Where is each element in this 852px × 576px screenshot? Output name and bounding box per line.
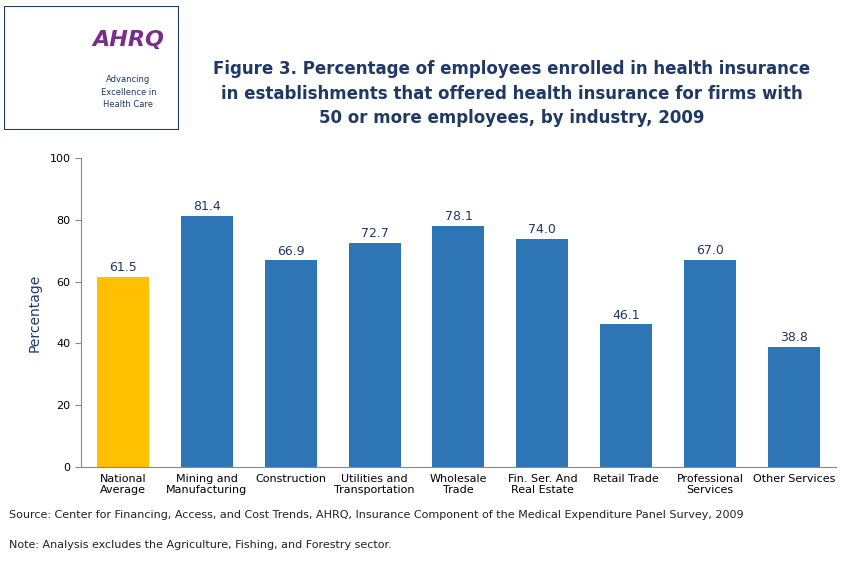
Text: 78.1: 78.1 (444, 210, 472, 223)
Bar (600, 324, 652, 467)
Bar (432, 226, 484, 467)
Bar (515, 238, 567, 467)
Bar (348, 242, 400, 467)
Y-axis label: Percentage: Percentage (27, 274, 41, 351)
Text: 38.8: 38.8 (779, 331, 807, 344)
Text: Source: Center for Financing, Access, and Cost Trends, AHRQ, Insurance Component: Source: Center for Financing, Access, an… (9, 510, 742, 520)
Text: 61.5: 61.5 (109, 262, 136, 274)
Text: Advancing
Excellence in
Health Care: Advancing Excellence in Health Care (101, 75, 156, 109)
Text: 66.9: 66.9 (277, 245, 304, 257)
Bar (181, 216, 233, 467)
Text: 72.7: 72.7 (360, 227, 389, 240)
Text: Note: Analysis excludes the Agriculture, Fishing, and Forestry sector.: Note: Analysis excludes the Agriculture,… (9, 540, 391, 550)
Text: 74.0: 74.0 (527, 223, 556, 236)
Text: 46.1: 46.1 (612, 309, 639, 322)
Text: 67.0: 67.0 (695, 244, 723, 257)
Bar (683, 260, 735, 467)
Text: AHRQ: AHRQ (92, 31, 164, 51)
Text: 81.4: 81.4 (193, 200, 221, 213)
Bar (264, 260, 316, 467)
Text: 🦅: 🦅 (33, 56, 49, 79)
Text: Figure 3. Percentage of employees enrolled in health insurance
in establishments: Figure 3. Percentage of employees enroll… (213, 60, 809, 127)
Bar (767, 347, 819, 467)
Bar (97, 277, 149, 467)
